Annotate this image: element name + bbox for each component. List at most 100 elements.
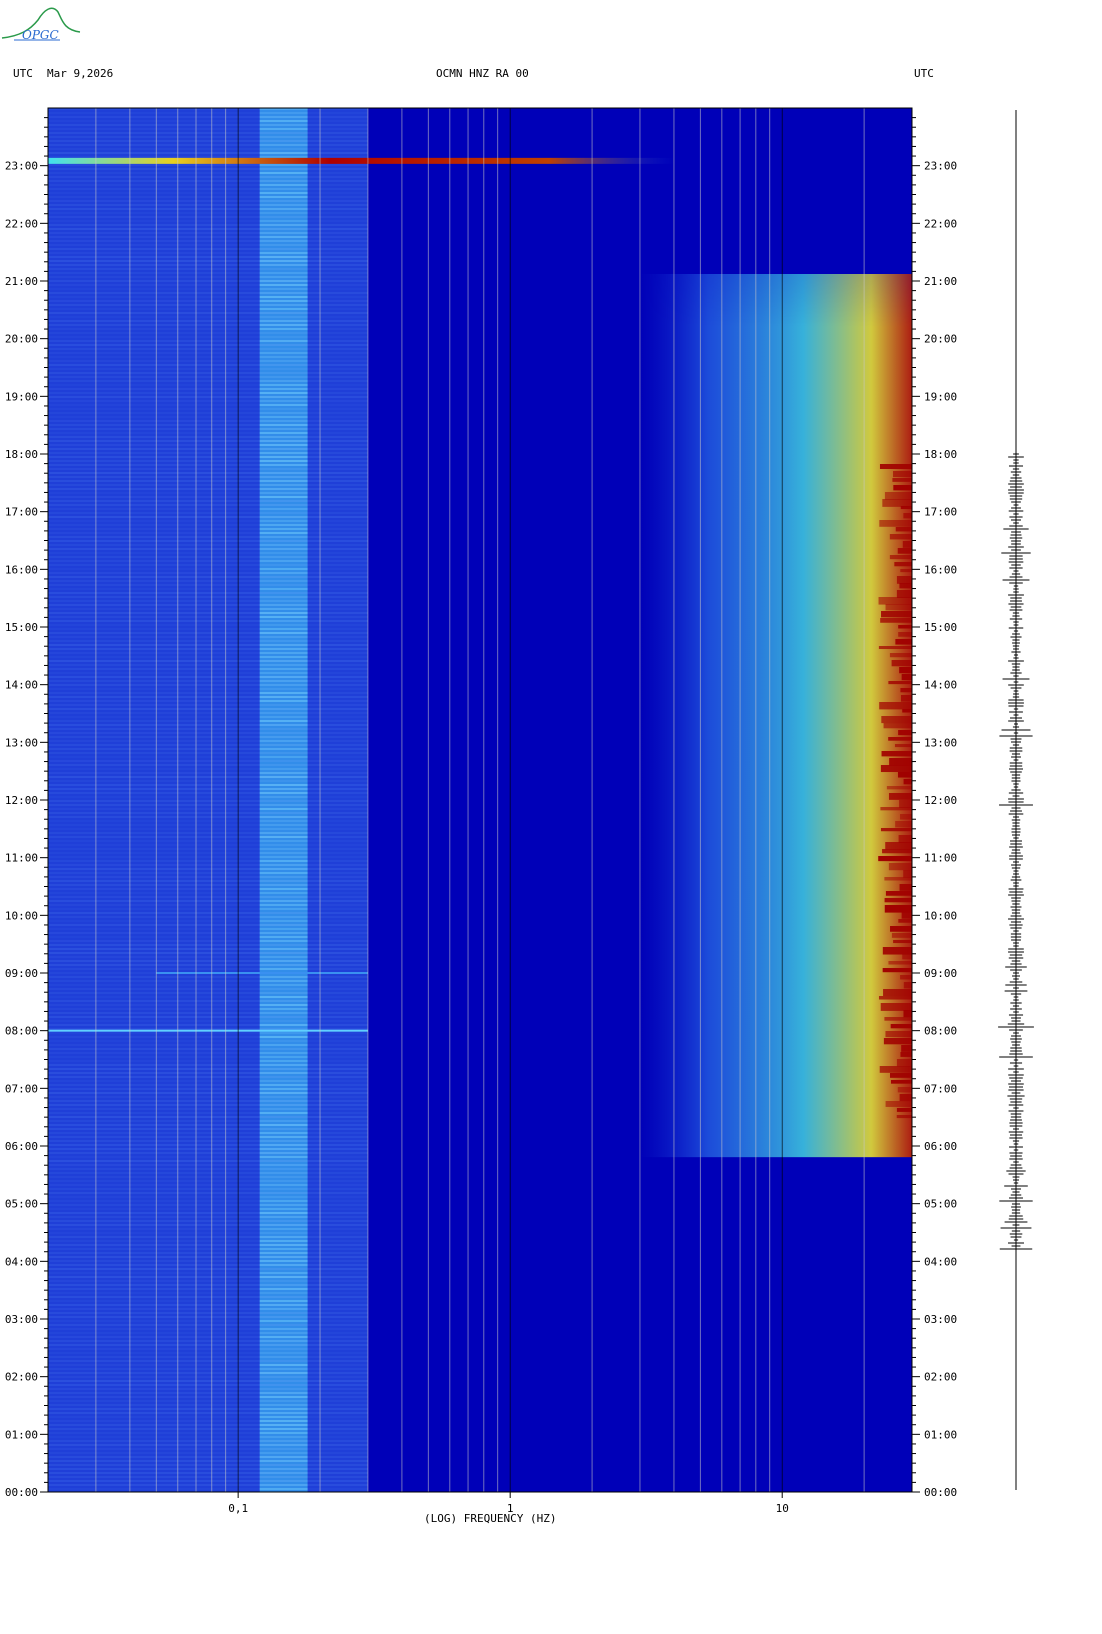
texture-stripe: [48, 116, 368, 118]
y-tick-label-right: 04:00: [924, 1255, 957, 1268]
texture-stripe: [259, 700, 308, 702]
texture-stripe: [259, 1040, 308, 1042]
texture-stripe: [259, 1316, 308, 1318]
texture-stripe: [48, 1024, 368, 1026]
texture-stripe: [259, 908, 308, 910]
texture-stripe: [259, 1124, 308, 1126]
texture-stripe: [259, 1272, 308, 1274]
texture-stripe: [259, 808, 308, 810]
texture-stripe: [259, 608, 308, 610]
texture-stripe: [259, 660, 308, 662]
texture-stripe: [48, 692, 368, 694]
hot-streak: [883, 989, 912, 997]
texture-stripe: [48, 844, 368, 846]
texture-stripe: [259, 932, 308, 934]
texture-stripe: [48, 396, 368, 398]
texture-stripe: [259, 1432, 308, 1434]
texture-stripe: [259, 1456, 308, 1458]
texture-stripe: [48, 196, 368, 198]
texture-stripe: [48, 584, 368, 586]
texture-stripe: [48, 628, 368, 630]
texture-stripe: [259, 476, 308, 478]
texture-stripe: [48, 1380, 368, 1382]
texture-stripe: [48, 744, 368, 746]
texture-stripe: [259, 152, 308, 154]
texture-stripe: [259, 1356, 308, 1358]
texture-stripe: [48, 1328, 368, 1330]
texture-stripe: [48, 1000, 368, 1002]
texture-stripe: [48, 1324, 368, 1326]
texture-stripe: [259, 1472, 308, 1474]
texture-stripe: [48, 136, 368, 138]
texture-stripe: [48, 1372, 368, 1374]
texture-stripe: [259, 964, 308, 966]
texture-stripe: [259, 1028, 308, 1030]
texture-stripe: [48, 732, 368, 734]
texture-stripe: [259, 844, 308, 846]
texture-stripe: [259, 664, 308, 666]
texture-stripe: [48, 1316, 368, 1318]
hot-streak: [880, 828, 912, 832]
texture-stripe: [48, 668, 368, 670]
texture-stripe: [48, 580, 368, 582]
texture-stripe: [259, 1296, 308, 1298]
hot-streak: [898, 632, 912, 637]
texture-stripe: [259, 1132, 308, 1134]
texture-stripe: [48, 920, 368, 922]
y-tick-label-left: 15:00: [5, 621, 38, 634]
texture-stripe: [259, 1488, 308, 1490]
texture-stripe: [48, 1476, 368, 1478]
texture-stripe: [259, 916, 308, 918]
texture-stripe: [48, 376, 368, 378]
texture-stripe: [259, 1204, 308, 1206]
texture-stripe: [259, 1288, 308, 1290]
hot-streak: [878, 996, 912, 1000]
texture-stripe: [48, 112, 368, 114]
texture-stripe: [259, 408, 308, 410]
texture-stripe: [48, 840, 368, 842]
texture-stripe: [259, 324, 308, 326]
texture-stripe: [259, 120, 308, 122]
texture-stripe: [48, 544, 368, 546]
texture-stripe: [259, 1160, 308, 1162]
texture-stripe: [259, 376, 308, 378]
texture-stripe: [48, 232, 368, 234]
hot-streak: [900, 688, 912, 693]
hot-streak: [901, 912, 912, 919]
texture-stripe: [48, 1484, 368, 1486]
texture-stripe: [259, 672, 308, 674]
texture-stripe: [48, 156, 368, 158]
texture-stripe: [48, 712, 368, 714]
texture-stripe: [259, 836, 308, 838]
texture-stripe: [259, 1448, 308, 1450]
texture-stripe: [48, 508, 368, 510]
texture-stripe: [48, 852, 368, 854]
texture-stripe: [259, 976, 308, 978]
texture-stripe: [259, 1136, 308, 1138]
texture-stripe: [259, 312, 308, 314]
texture-stripe: [259, 420, 308, 422]
texture-stripe: [259, 480, 308, 482]
texture-stripe: [259, 272, 308, 274]
texture-stripe: [259, 924, 308, 926]
texture-stripe: [259, 596, 308, 598]
texture-stripe: [259, 764, 308, 766]
texture-stripe: [48, 772, 368, 774]
texture-stripe: [259, 952, 308, 954]
texture-stripe: [48, 904, 368, 906]
texture-stripe: [259, 676, 308, 678]
texture-stripe: [259, 208, 308, 210]
texture-stripe: [48, 300, 368, 302]
texture-stripe: [48, 1320, 368, 1322]
hot-streak: [883, 723, 912, 729]
hot-streak: [900, 569, 912, 573]
texture-stripe: [48, 1168, 368, 1170]
y-tick-label-right: 09:00: [924, 967, 957, 980]
texture-stripe: [48, 896, 368, 898]
texture-stripe: [259, 940, 308, 942]
hot-streak: [896, 1059, 912, 1067]
texture-stripe: [259, 1268, 308, 1270]
texture-stripe: [259, 1252, 308, 1254]
texture-stripe: [48, 236, 368, 238]
texture-stripe: [48, 360, 368, 362]
